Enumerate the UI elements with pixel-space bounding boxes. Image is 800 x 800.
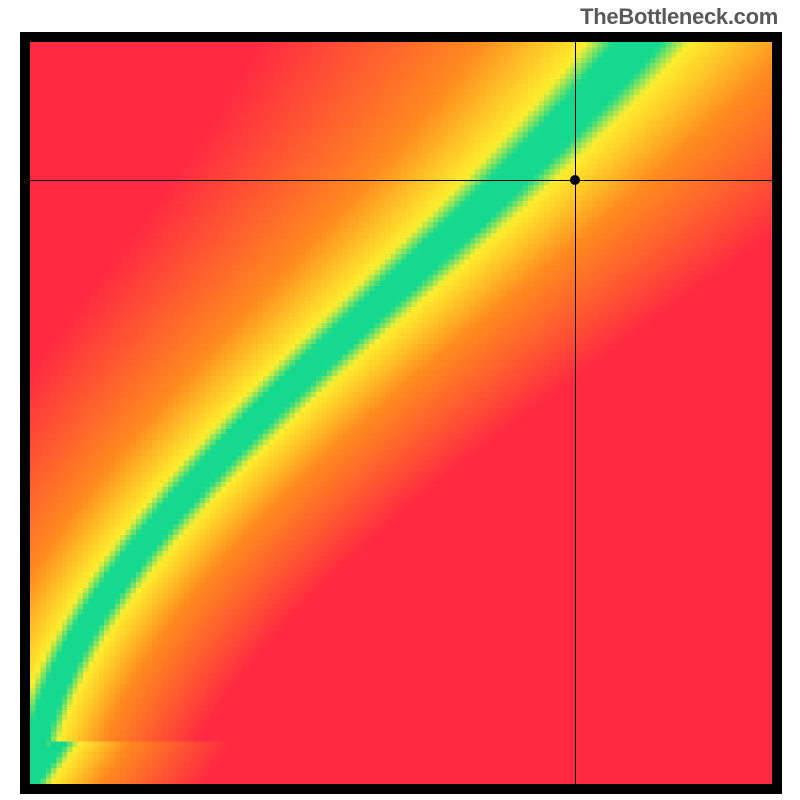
plot-frame [20,32,782,794]
crosshair-horizontal [30,180,772,181]
operating-point-marker [570,175,580,185]
watermark-text: TheBottleneck.com [580,4,778,30]
bottleneck-heatmap [30,42,772,784]
crosshair-vertical [575,42,576,784]
